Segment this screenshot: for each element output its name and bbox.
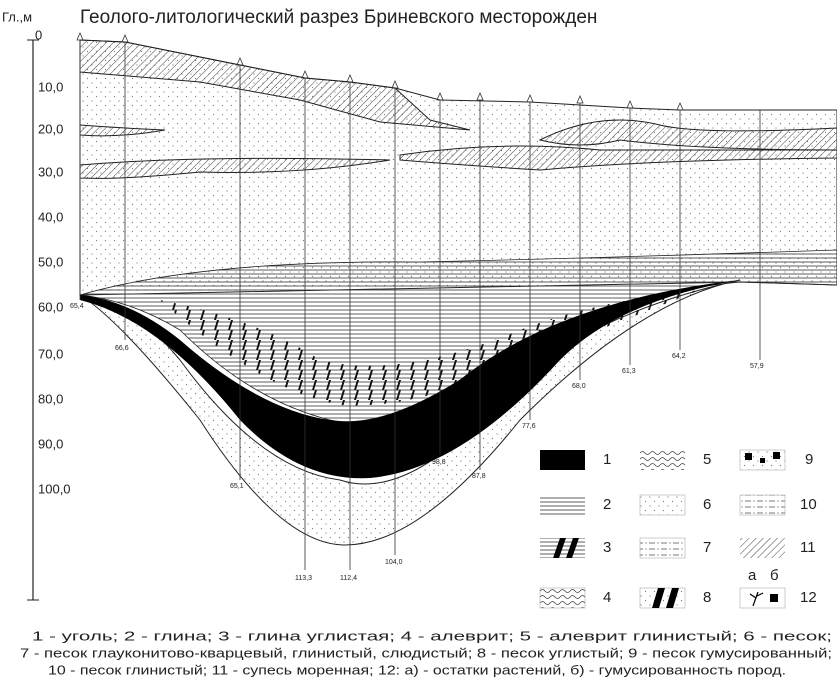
borehole-label: 112,4	[340, 575, 357, 582]
plant-symbol	[749, 591, 764, 607]
legend-number: 11	[800, 539, 816, 556]
borehole-lines	[79, 40, 761, 570]
legend-number: 2	[603, 496, 611, 513]
tick-label: 0	[35, 27, 42, 42]
moraine-lens	[79, 124, 166, 137]
tick-label: 10,0	[38, 79, 63, 94]
humus-symbol	[770, 594, 778, 602]
legend-sub-label: а	[748, 567, 757, 584]
tick-label: 70,0	[38, 346, 63, 361]
borehole-label: 61,3	[622, 368, 636, 375]
swatch-squares	[745, 452, 780, 463]
swatch-clay-sand	[739, 494, 786, 516]
tick-label: 20,0	[38, 121, 63, 136]
legend-number: 6	[703, 496, 711, 513]
borehole-label: 64,2	[672, 353, 686, 360]
swatch-plants	[739, 587, 786, 609]
caption-line: 10 - песок глинистый; 11 - супесь моренн…	[48, 663, 786, 677]
borehole-label: 68,0	[572, 383, 586, 390]
caption-line: 7 - песок глауконитово-кварцевый, глинис…	[20, 646, 832, 660]
borehole-label: 65,1	[230, 483, 244, 490]
legend-number: 4	[603, 589, 611, 606]
swatch-coal	[540, 450, 585, 470]
boreholes	[76, 31, 761, 570]
swatch-aleurite	[539, 587, 586, 609]
coal-seam	[80, 280, 740, 479]
legend-number: 8	[703, 589, 711, 606]
tick-label: 90,0	[38, 436, 63, 451]
borehole-labels: 65,4 66,6 65,1 113,3 112,4 104,0 98,8 87…	[70, 303, 764, 582]
title: Геолого-литологический разрез Бриневског…	[80, 7, 597, 28]
caption: 1 - уголь; 2 - глина; 3 - глина углистая…	[20, 629, 832, 677]
borehole-label: 98,8	[432, 459, 446, 466]
borehole-label: 87,8	[472, 473, 486, 480]
legend: 1 2 3 4 5 6 7 8 9 10 11 12 а б	[539, 449, 817, 609]
axis-label: Гл.,м	[2, 9, 32, 24]
moraine-lens	[79, 157, 391, 179]
borehole-label: 65,4	[70, 303, 84, 310]
swatch-clay-aleurite	[640, 450, 685, 470]
legend-sub-label: б	[770, 567, 779, 584]
borehole-label: 104,0	[385, 559, 403, 566]
swatch-clay	[540, 495, 585, 515]
tick-label: 50,0	[38, 254, 63, 269]
tick-label: 100,0	[38, 481, 71, 496]
swatch-bars	[652, 588, 679, 608]
swatch-glauconite-sand	[639, 537, 686, 559]
tick-label: 40,0	[38, 209, 63, 224]
borehole-heads	[76, 31, 684, 111]
legend-number: 3	[603, 539, 611, 556]
swatch-bars	[553, 538, 579, 558]
borehole-label: 57,9	[750, 363, 764, 370]
coaly-clay	[160, 290, 700, 406]
borehole-label: 66,6	[115, 345, 129, 352]
borehole-label: 113,3	[295, 575, 312, 582]
caption-line: 1 - уголь; 2 - глина; 3 - глина углистая…	[32, 629, 832, 643]
swatch-moraine	[740, 538, 785, 558]
tick-label: 80,0	[38, 391, 63, 406]
depth-ticks: 0 10,0 20,0 30,0 40,0 50,0 60,0 70,0 80,…	[35, 27, 71, 496]
tick-label: 30,0	[38, 164, 63, 179]
borehole-label: 77,6	[522, 423, 536, 430]
legend-number: 9	[805, 451, 813, 468]
moraine-lens	[399, 145, 837, 171]
legend-number: 10	[800, 496, 817, 513]
legend-number: 12	[800, 589, 817, 606]
legend-number: 5	[703, 451, 711, 468]
tick-label: 60,0	[38, 299, 63, 314]
swatch-sand	[639, 494, 686, 516]
legend-number: 7	[703, 539, 711, 556]
legend-number: 1	[603, 451, 611, 468]
